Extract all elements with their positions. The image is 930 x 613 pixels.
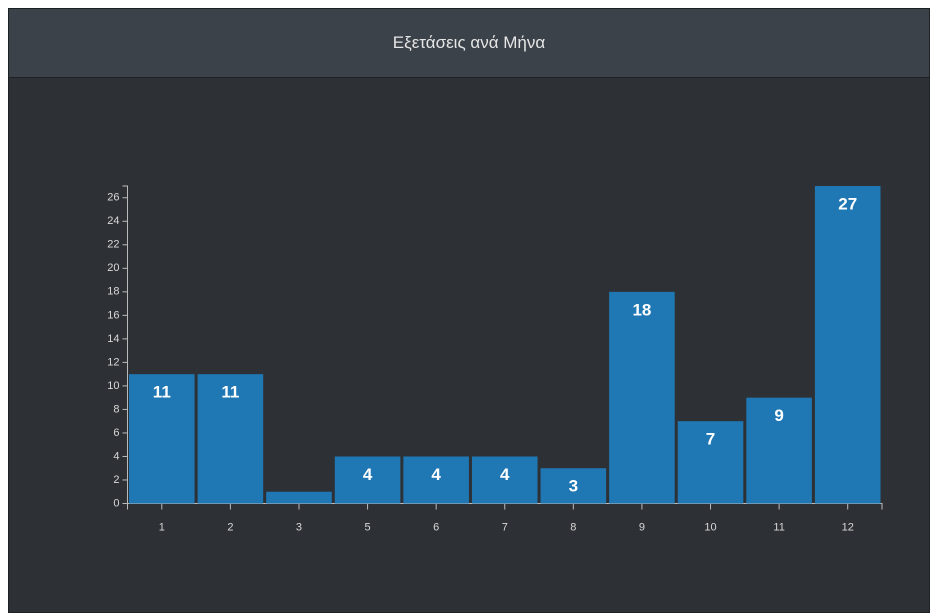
y-tick-label: 12: [107, 356, 119, 368]
x-tick-label: 7: [502, 521, 508, 533]
value-label: 3: [569, 477, 578, 496]
x-tick-label: 9: [639, 521, 645, 533]
value-label: 11: [153, 383, 171, 402]
bar: [677, 421, 744, 504]
x-tick-label: 2: [227, 521, 233, 533]
panel: Εξετάσεις ανά Μήνα: [8, 8, 930, 613]
bar: [403, 456, 469, 504]
x-tick-label: 3: [296, 521, 302, 533]
bar: [129, 374, 195, 504]
y-tick-label: 24: [107, 215, 119, 227]
x-tick-label: 10: [704, 521, 716, 533]
y-tick-label: 8: [113, 403, 119, 415]
x-tick-label: 12: [842, 521, 854, 533]
y-tick-label: 18: [107, 286, 119, 298]
y-tick-label: 2: [113, 474, 119, 486]
panel-header: Εξετάσεις ανά Μήνα: [9, 9, 929, 78]
x-tick-label: 8: [570, 521, 576, 533]
x-tick-label: 5: [365, 521, 371, 533]
y-tick-label: 6: [113, 427, 119, 439]
value-label: 4: [431, 465, 441, 484]
x-tick-label: 1: [159, 521, 165, 533]
y-tick-label: 22: [107, 239, 119, 251]
bar: [540, 468, 607, 504]
bar: [609, 291, 675, 504]
bar: [814, 186, 881, 504]
bar: [197, 374, 264, 504]
y-tick-label: 10: [107, 380, 119, 392]
y-axis: [122, 185, 128, 504]
value-label: 18: [632, 300, 651, 319]
value-label: 7: [706, 430, 715, 449]
value-label: 4: [500, 465, 510, 484]
bar: [266, 491, 332, 504]
bar: [471, 456, 538, 504]
value-label: 11: [221, 383, 239, 402]
y-tick-label: 14: [107, 333, 119, 345]
x-tick-label: 11: [773, 521, 784, 533]
value-label: 4: [363, 465, 373, 484]
chart-title: Εξετάσεις ανά Μήνα: [392, 33, 546, 52]
bar: [746, 397, 812, 504]
y-tick-label: 16: [107, 309, 119, 321]
y-tick-label: 4: [113, 450, 119, 462]
value-label: 27: [838, 194, 857, 213]
y-tick-label: 20: [107, 262, 119, 274]
x-tick-label: 6: [433, 521, 439, 533]
bar: [334, 456, 401, 504]
y-tick-label: 26: [107, 192, 119, 204]
value-label: 9: [774, 406, 783, 425]
y-tick-label: 0: [113, 497, 119, 509]
